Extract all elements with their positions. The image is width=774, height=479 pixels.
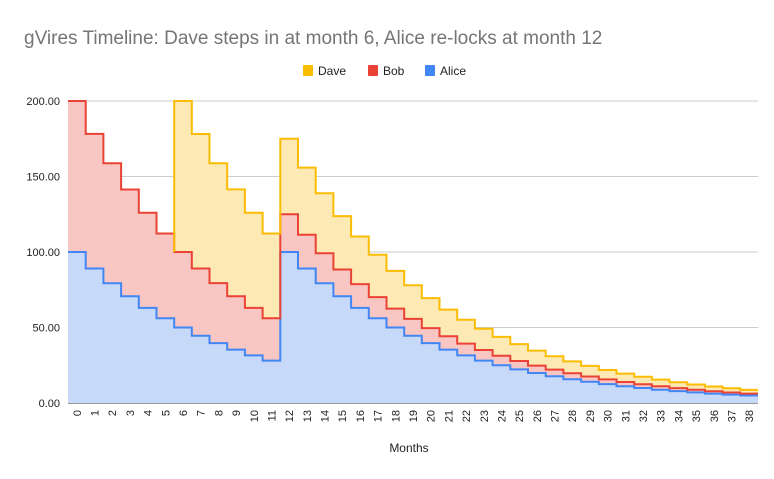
x-tick-label: 37 bbox=[726, 410, 738, 422]
x-tick-label: 21 bbox=[443, 410, 455, 422]
x-tick-label: 24 bbox=[496, 410, 508, 422]
x-tick-label: 4 bbox=[143, 410, 155, 416]
series-areas bbox=[68, 101, 758, 403]
x-tick-label: 38 bbox=[744, 410, 756, 422]
area-alice bbox=[68, 252, 758, 403]
x-axis-ticks: 0 1 2 3 4 5 6 7 8 9 10 11 12 13 14 15 16 17 18 19 20 21 22 23 24… bbox=[72, 410, 756, 422]
line-dave bbox=[173, 100, 758, 391]
y-axis-ticks: 0.00 50.00 100.00 150.00 200.00 bbox=[26, 96, 60, 410]
x-tick-label: 30 bbox=[603, 410, 615, 422]
legend-swatch-dave bbox=[303, 65, 313, 76]
line-alice bbox=[68, 251, 758, 397]
x-tick-label: 5 bbox=[160, 410, 172, 416]
x-tick-label: 34 bbox=[673, 410, 685, 422]
x-tick-label: 3 bbox=[125, 410, 137, 416]
x-tick-label: 28 bbox=[567, 410, 579, 422]
x-tick-label: 14 bbox=[320, 410, 332, 422]
area-bob bbox=[68, 101, 758, 396]
x-tick-label: 27 bbox=[550, 410, 562, 422]
legend: Dave Bob Alice bbox=[303, 64, 466, 78]
x-tick-label: 17 bbox=[373, 410, 385, 422]
x-tick-label: 8 bbox=[213, 410, 225, 416]
x-tick-label: 26 bbox=[532, 410, 544, 422]
y-tick-label: 200.00 bbox=[26, 96, 60, 108]
x-tick-label: 31 bbox=[620, 410, 632, 422]
chart-title: gVires Timeline: Dave steps in at month … bbox=[24, 28, 602, 49]
x-tick-label: 6 bbox=[178, 410, 190, 416]
line-bob bbox=[68, 100, 758, 395]
x-tick-label: 9 bbox=[231, 410, 243, 416]
legend-swatch-alice bbox=[425, 65, 435, 76]
x-tick-label: 23 bbox=[479, 410, 491, 422]
x-tick-label: 1 bbox=[90, 410, 102, 416]
x-tick-label: 12 bbox=[284, 410, 296, 422]
legend-swatch-bob bbox=[368, 65, 378, 76]
x-axis-title: Months bbox=[389, 441, 428, 455]
legend-label-dave: Dave bbox=[318, 64, 346, 78]
x-tick-label: 29 bbox=[585, 410, 597, 422]
x-tick-label: 0 bbox=[72, 410, 84, 416]
x-tick-label: 10 bbox=[249, 410, 261, 422]
x-tick-label: 18 bbox=[390, 410, 402, 422]
x-tick-label: 19 bbox=[408, 410, 420, 422]
x-tick-label: 20 bbox=[426, 410, 438, 422]
series-lines bbox=[68, 100, 758, 397]
x-tick-label: 33 bbox=[656, 410, 668, 422]
y-tick-label: 0.00 bbox=[39, 398, 60, 410]
x-tick-label: 11 bbox=[266, 410, 278, 421]
area-dave bbox=[68, 101, 758, 394]
x-tick-label: 2 bbox=[107, 410, 119, 416]
legend-label-alice: Alice bbox=[440, 64, 466, 78]
x-tick-label: 13 bbox=[302, 410, 314, 422]
x-tick-label: 22 bbox=[461, 410, 473, 422]
y-tick-label: 50.00 bbox=[32, 323, 60, 335]
x-tick-label: 16 bbox=[355, 410, 367, 422]
x-tick-label: 32 bbox=[638, 410, 650, 422]
x-tick-label: 35 bbox=[691, 410, 703, 422]
x-tick-label: 15 bbox=[337, 410, 349, 422]
y-tick-label: 100.00 bbox=[26, 247, 60, 259]
y-tick-label: 150.00 bbox=[26, 172, 60, 184]
x-tick-label: 36 bbox=[709, 410, 721, 422]
legend-label-bob: Bob bbox=[383, 64, 405, 78]
x-tick-label: 25 bbox=[514, 410, 526, 422]
x-tick-label: 7 bbox=[196, 410, 208, 416]
